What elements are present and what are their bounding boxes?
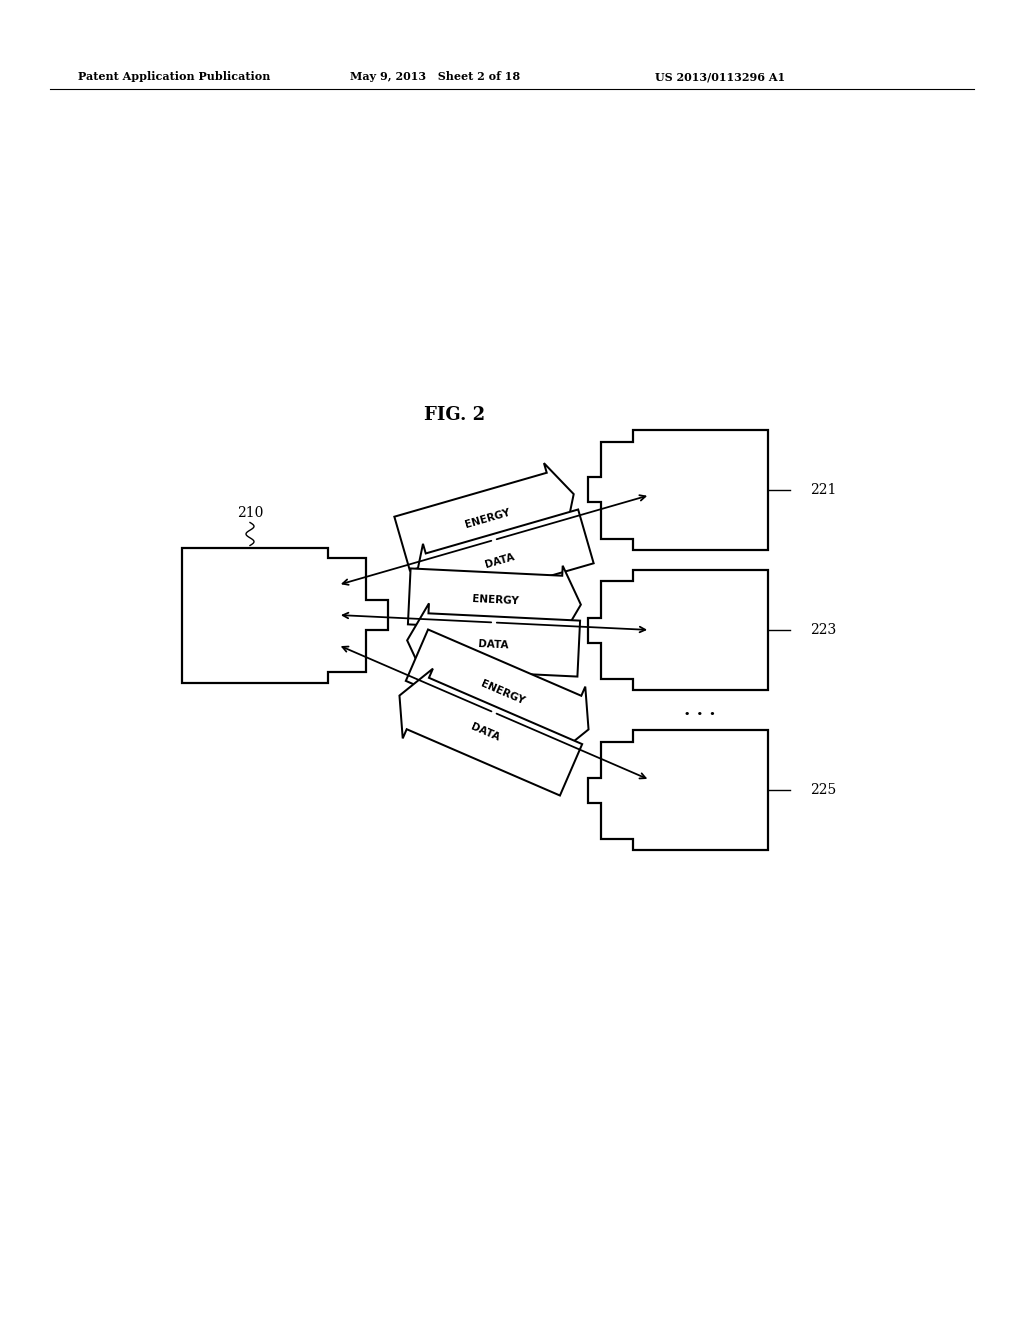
Text: US 2013/0113296 A1: US 2013/0113296 A1 [655,71,785,82]
Polygon shape [415,510,594,616]
Polygon shape [394,463,573,570]
Polygon shape [408,566,581,642]
Text: Patent Application Publication: Patent Application Publication [78,71,270,82]
Text: DATA: DATA [484,552,516,570]
Text: 221: 221 [810,483,837,498]
Text: DATA: DATA [477,639,508,651]
Polygon shape [408,603,580,680]
Text: 210: 210 [237,506,263,520]
Polygon shape [406,630,589,756]
Text: ENERGY: ENERGY [471,594,518,607]
Polygon shape [399,669,583,796]
Text: ENERGY: ENERGY [479,678,526,706]
Text: DATA: DATA [469,722,501,743]
Text: 225: 225 [810,783,837,797]
Text: . . .: . . . [684,701,716,719]
Text: FIG. 2: FIG. 2 [424,407,485,424]
Text: May 9, 2013   Sheet 2 of 18: May 9, 2013 Sheet 2 of 18 [350,71,520,82]
Text: ENERGY: ENERGY [464,508,512,531]
Text: 223: 223 [810,623,837,638]
